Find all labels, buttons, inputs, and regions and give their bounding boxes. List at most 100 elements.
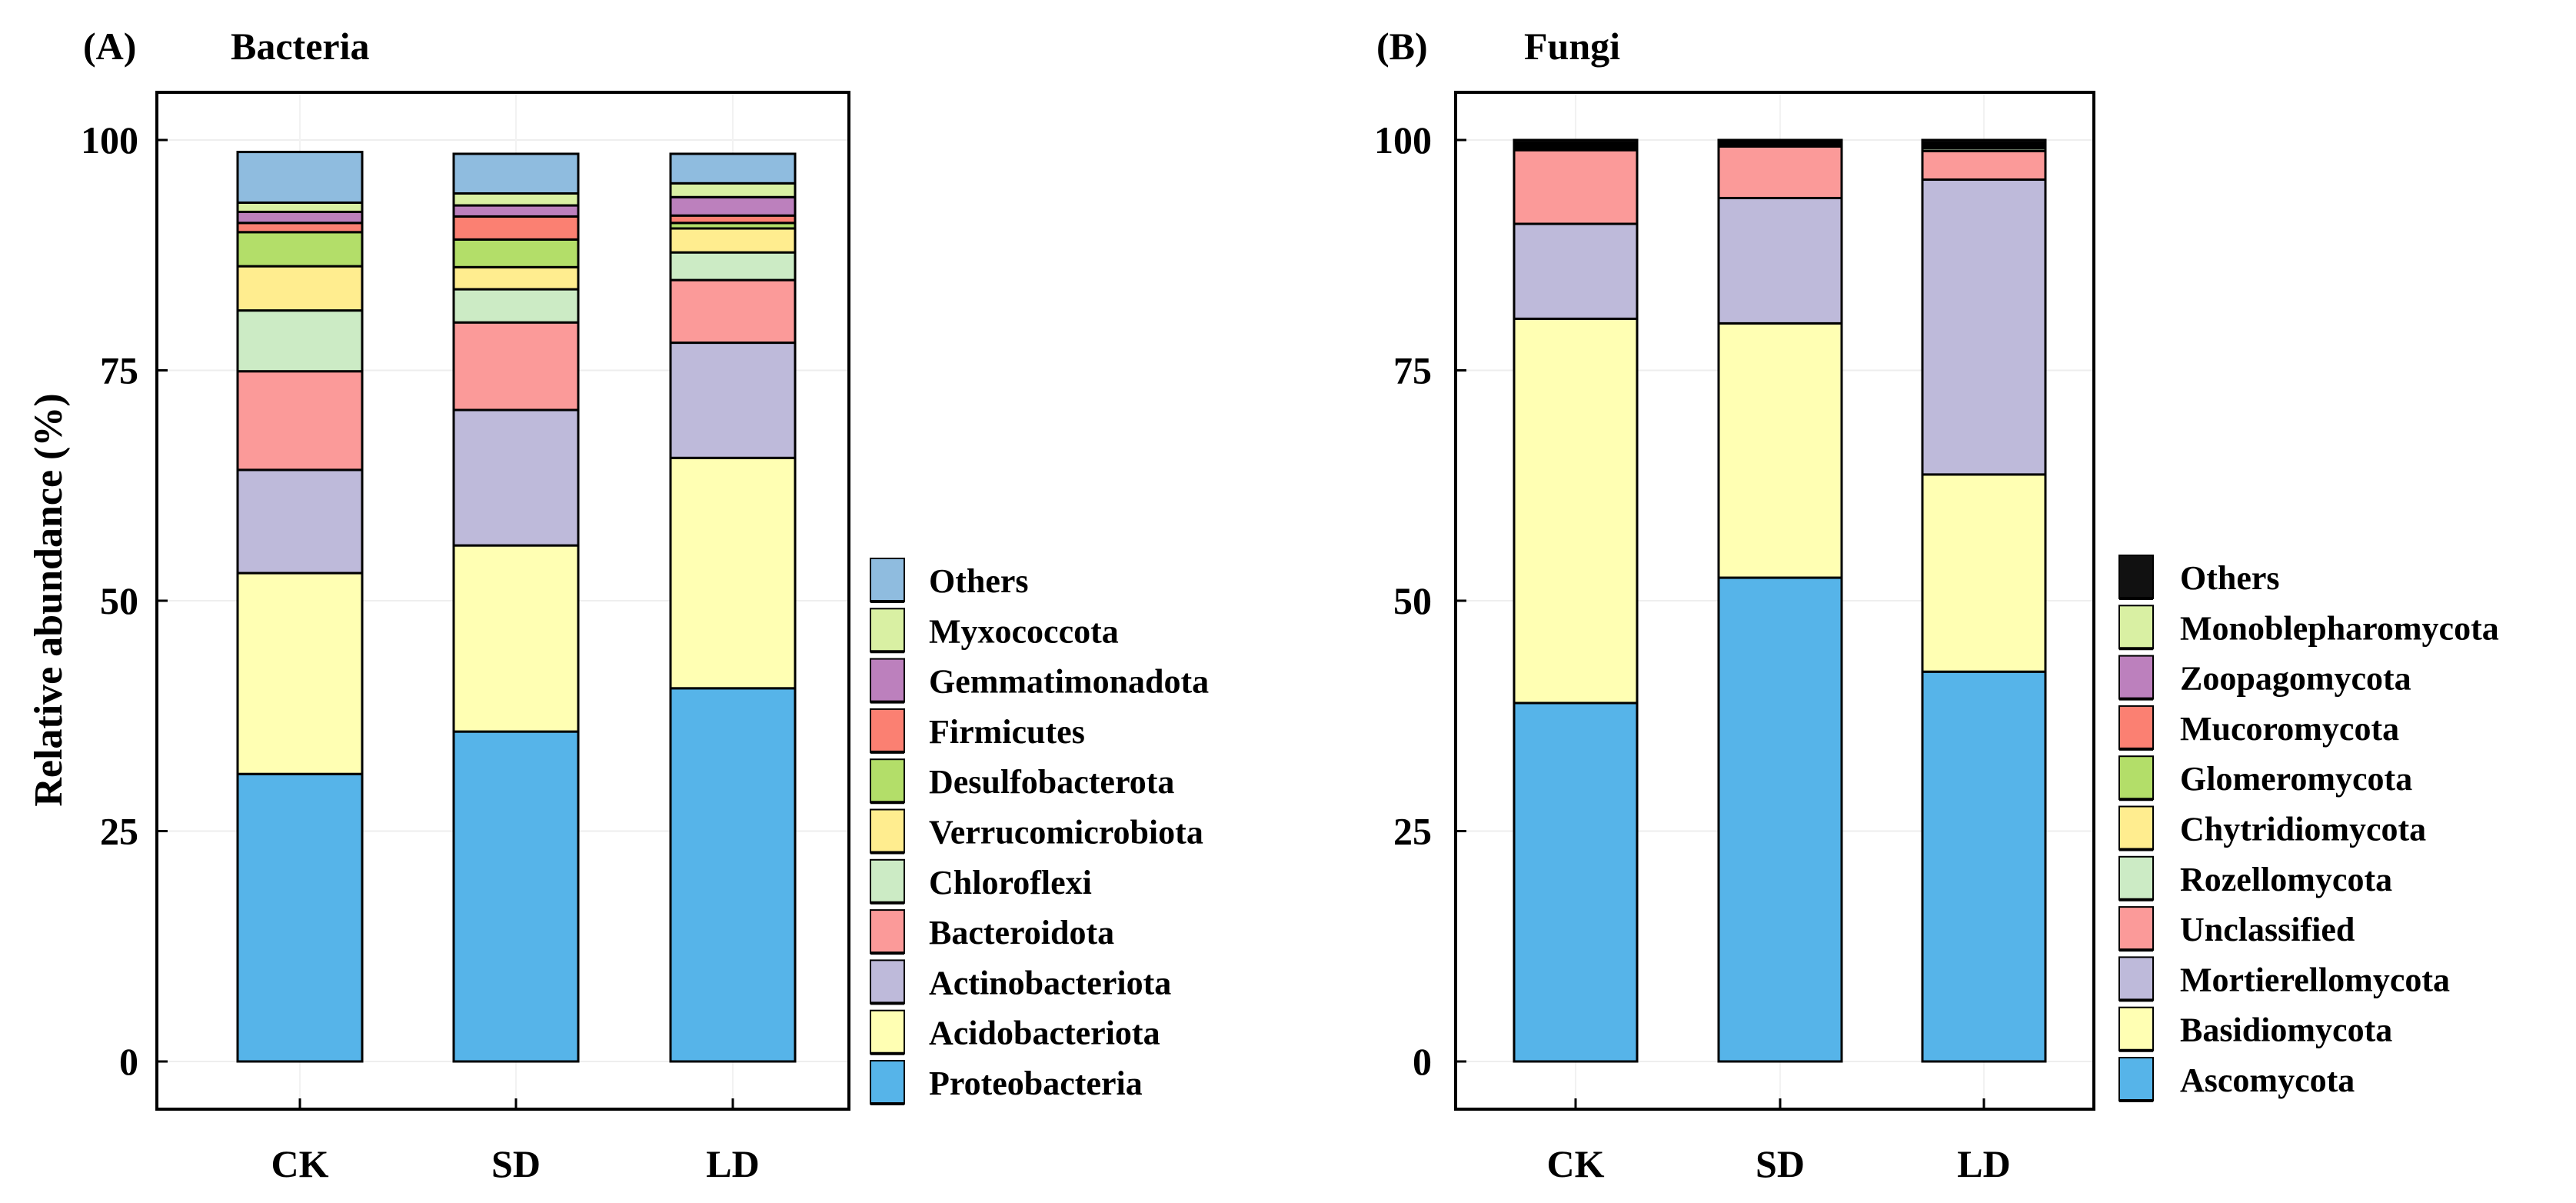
legend-label-mucoromycota: Mucoromycota — [2180, 710, 2399, 748]
legend-swatch-bacteroidota — [870, 909, 905, 955]
legend-label-gemmatimonadota: Gemmatimonadota — [929, 663, 1209, 701]
y-tick-label: 75 — [1393, 349, 1432, 392]
legend-label-acidobacteriota: Acidobacteriota — [929, 1015, 1160, 1052]
bar-segment-basidiomycota-ld — [1921, 473, 2047, 673]
bars-fungi — [1513, 138, 2047, 1063]
legend-label-bacteroidota: Bacteroidota — [929, 914, 1114, 951]
chart-title-fungi: Fungi — [1524, 25, 1620, 68]
bar-segment-ascomycota-ck — [1513, 701, 1639, 1063]
y-ticks-bacteria: 0 25 50 75 100 — [81, 118, 168, 1083]
y-tick-label: 25 — [1393, 810, 1432, 853]
bar-segment-acidobacteriota-ld — [669, 456, 797, 690]
legend-swatch-mucoromycota — [2118, 705, 2154, 750]
legend-swatch-others — [2118, 555, 2154, 599]
legend-swatch-others — [870, 558, 905, 602]
bar-segment-proteobacteria-ld — [669, 687, 797, 1063]
y-tick-label: 0 — [1413, 1040, 1432, 1083]
legend-swatch-chloroflexi — [870, 858, 905, 904]
x-tick-label: SD — [491, 1142, 541, 1185]
x-tick-label: CK — [1547, 1142, 1605, 1185]
legend-label-others: Others — [929, 562, 1029, 600]
y-tick-label: 100 — [1374, 118, 1432, 162]
legend-swatch-glomeromycota — [2118, 755, 2154, 801]
bar-segment-proteobacteria-sd — [452, 730, 580, 1063]
panel-bacteria: (A) Bacteria 0 25 50 75 100 CK SD LD Others Myx… — [81, 25, 1209, 1185]
bar-segment-unclassified-ck — [1513, 148, 1639, 225]
bar-segment-actinobacteriota-ld — [669, 342, 797, 459]
bar-segment-basidiomycota-sd — [1717, 322, 1843, 579]
chart-title-bacteria: Bacteria — [231, 25, 369, 68]
legend-label-ascomycota: Ascomycota — [2180, 1061, 2355, 1099]
bar-segment-chloroflexi-ld — [669, 251, 797, 282]
y-tick-label: 75 — [100, 349, 138, 392]
bar-segment-ascomycota-sd — [1717, 576, 1843, 1063]
x-tick-label: CK — [271, 1142, 329, 1185]
legend-fungi: Others Monoblepharomycota Zoopagomycota Muc… — [2118, 555, 2499, 1102]
panel-label-b: (B) — [1376, 25, 1428, 68]
legend-swatch-rozellomycota — [2118, 855, 2154, 901]
legend-label-firmicutes: Firmicutes — [929, 713, 1085, 751]
bar-segment-chloroflexi-sd — [452, 288, 580, 324]
bar-segment-gemmatimonadota-ld — [669, 195, 797, 217]
y-axis-label: Relative abundance (%) — [27, 393, 71, 806]
bar-segment-others-ld — [1921, 138, 2047, 145]
legend-swatch-basidiomycota — [2118, 1006, 2154, 1051]
legend-swatch-ascomycota — [2118, 1057, 2154, 1101]
bar-segment-others-sd — [1717, 138, 1843, 142]
legend-label-basidiomycota: Basidiomycota — [2180, 1011, 2392, 1049]
bar-segment-others-ck — [1513, 138, 1639, 145]
bar-segment-basidiomycota-ck — [1513, 317, 1639, 705]
x-tick-label: SD — [1756, 1142, 1805, 1185]
y-tick-label: 50 — [1393, 579, 1432, 622]
bar-segment-bacteroidota-ck — [236, 370, 364, 472]
legend-swatch-unclassified — [2118, 906, 2154, 951]
legend-label-desulfobacterota: Desulfobacterota — [929, 763, 1174, 801]
legend-swatch-desulfobacterota — [870, 758, 905, 804]
bar-segment-firmicutes-ck — [236, 222, 364, 234]
bar-segment-gemmatimonadota-sd — [452, 204, 580, 218]
y-tick-label: 25 — [100, 810, 138, 853]
legend-label-unclassified: Unclassified — [2180, 911, 2355, 948]
bars-bacteria — [236, 151, 797, 1063]
bar-segment-firmicutes-sd — [452, 215, 580, 241]
bar-segment-myxococcota-ld — [669, 182, 797, 198]
x-ticks-bacteria: CK SD LD — [271, 1098, 760, 1185]
legend-swatch-mortierellomycota — [2118, 956, 2154, 1001]
legend-label-chloroflexi: Chloroflexi — [929, 864, 1092, 901]
bar-segment-ascomycota-ld — [1921, 670, 2047, 1063]
legend-swatch-chytridiomycota — [2118, 805, 2154, 851]
bar-segment-bacteroidota-ld — [669, 278, 797, 345]
y-tick-label: 0 — [119, 1040, 138, 1083]
legend-swatch-actinobacteriota — [870, 959, 905, 1005]
legend-label-proteobacteria: Proteobacteria — [929, 1065, 1143, 1102]
bar-segment-mortierellomycota-ck — [1513, 222, 1639, 320]
x-tick-label: LD — [706, 1142, 759, 1185]
legend-swatch-monoblepharomycota — [2118, 605, 2154, 650]
legend-swatch-firmicutes — [870, 708, 905, 753]
legend-label-actinobacteriota: Actinobacteriota — [929, 964, 1171, 1001]
bar-segment-mortierellomycota-sd — [1717, 196, 1843, 325]
y-ticks-fungi: 0 25 50 75 100 — [1374, 118, 1466, 1083]
legend-swatch-zoopagomycota — [2118, 655, 2154, 700]
legend-swatch-myxococcota — [870, 608, 905, 653]
legend-label-glomeromycota: Glomeromycota — [2180, 760, 2412, 798]
legend-label-verrucomicrobiota: Verrucomicrobiota — [929, 814, 1203, 851]
bar-segment-proteobacteria-ck — [236, 772, 364, 1063]
legend-label-mortierellomycota: Mortierellomycota — [2180, 961, 2450, 998]
legend-label-zoopagomycota: Zoopagomycota — [2180, 660, 2411, 698]
bar-segment-unclassified-ld — [1921, 149, 2047, 182]
bar-segment-others-ck — [236, 151, 364, 204]
legend-swatch-proteobacteria — [870, 1060, 905, 1105]
bar-segment-unclassified-sd — [1717, 145, 1843, 199]
x-ticks-fungi: CK SD LD — [1547, 1098, 2011, 1185]
bar-segment-mortierellomycota-ld — [1921, 178, 2047, 476]
legend-swatch-verrucomicrobiota — [870, 808, 905, 854]
bar-segment-acidobacteriota-sd — [452, 544, 580, 733]
bar-segment-desulfobacterota-sd — [452, 238, 580, 268]
legend-label-myxococcota: Myxococcota — [929, 612, 1119, 650]
bar-segment-chloroflexi-ck — [236, 309, 364, 373]
bar-segment-actinobacteriota-ck — [236, 468, 364, 575]
bar-segment-acidobacteriota-ck — [236, 572, 364, 775]
legend-label-rozellomycota: Rozellomycota — [2180, 861, 2392, 898]
